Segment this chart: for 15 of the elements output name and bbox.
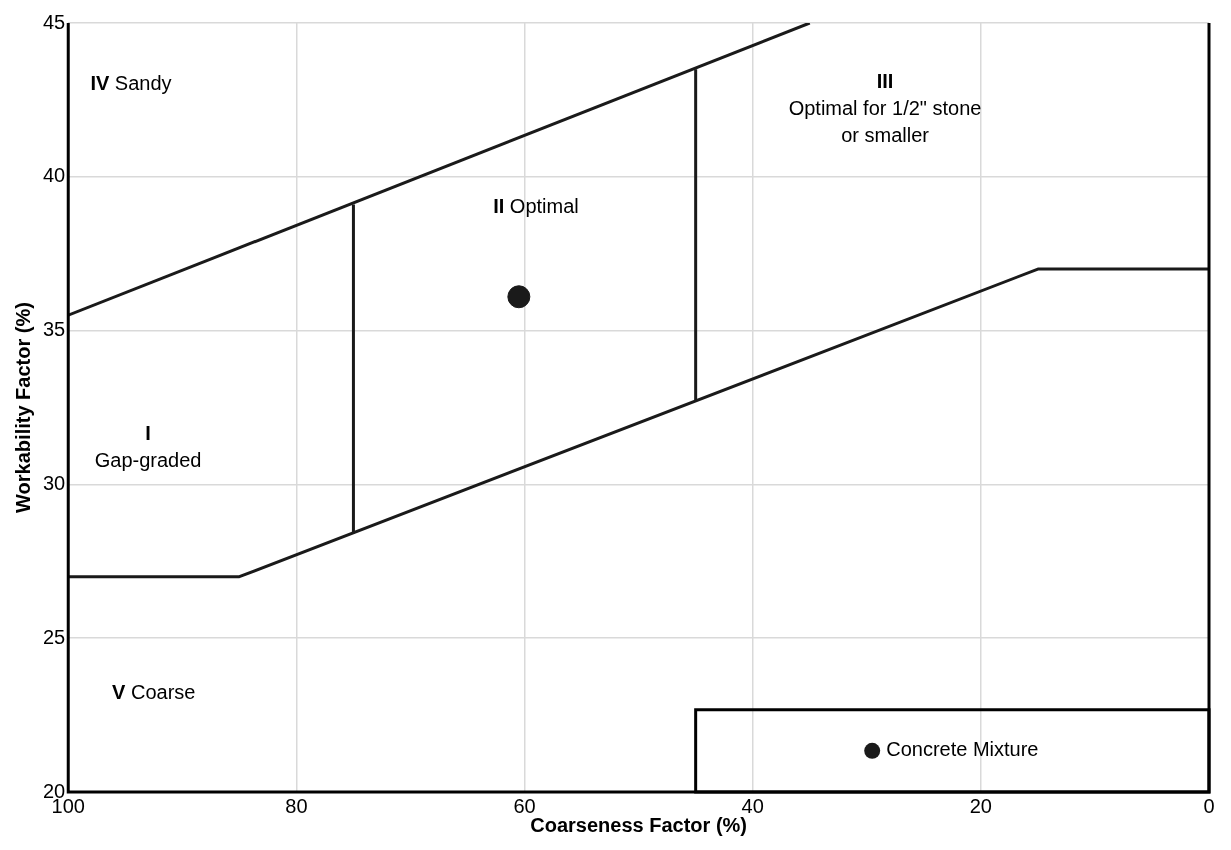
annotation: IV Sandy xyxy=(90,72,172,95)
y-tick-label: 40 xyxy=(43,164,66,187)
y-tick-label: 45 xyxy=(43,10,66,33)
x-tick-label: 0 xyxy=(1203,794,1215,817)
x-tick-label: 20 xyxy=(969,794,992,817)
y-axis-title: Workability Factor (%) xyxy=(11,302,34,513)
y-tick-label: 25 xyxy=(43,625,66,648)
annotation: III Optimal for 1/2" stone or smaller xyxy=(788,69,982,146)
annotation: V Coarse xyxy=(112,681,196,704)
annotation: I Gap-graded xyxy=(94,421,202,471)
legend-label: Concrete Mixture xyxy=(886,738,1039,761)
x-tick-label: 80 xyxy=(285,794,308,817)
y-tick-label: 35 xyxy=(43,318,66,341)
y-tick-label: 30 xyxy=(43,471,66,494)
annotation: II Optimal xyxy=(493,195,579,218)
